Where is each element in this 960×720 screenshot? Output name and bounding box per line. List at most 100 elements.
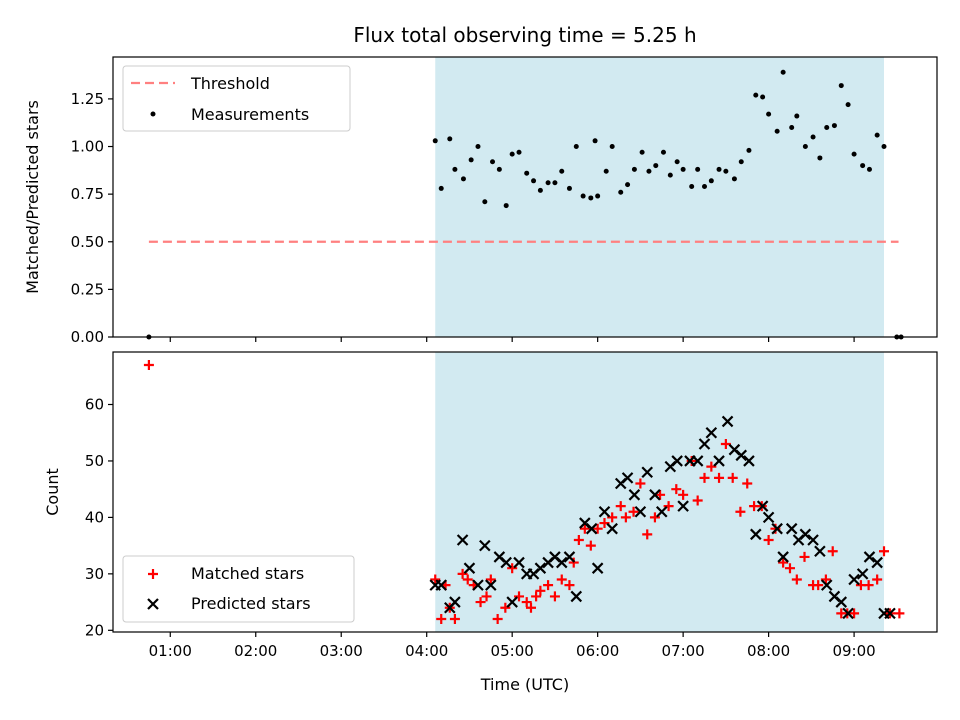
matched-stars-point	[872, 574, 883, 585]
matched-stars-point	[727, 472, 738, 483]
matched-stars-point	[521, 597, 532, 608]
predicted-stars-point	[713, 455, 725, 467]
predicted-stars-point	[628, 489, 641, 501]
top-legend-box	[122, 65, 351, 132]
matched-stars-point	[863, 580, 874, 591]
measurements-point	[674, 159, 680, 165]
matched-stars-point	[607, 512, 618, 523]
top-y-tick-label: 0.75	[71, 185, 104, 203]
predicted-stars-point	[677, 500, 689, 512]
measurements-point	[432, 138, 438, 144]
matched-stars-point	[714, 472, 725, 483]
predicted-stars-point	[771, 522, 783, 535]
matched-stars-point	[615, 501, 626, 512]
measurements-point	[695, 166, 701, 172]
legend-matched-label: Matched stars	[191, 564, 304, 583]
predicted-stars-point	[863, 551, 876, 563]
bottom-legend-box	[122, 555, 355, 623]
predicted-stars-point	[435, 579, 448, 591]
predicted-stars-point	[721, 415, 734, 428]
predicted-stars-point	[884, 607, 896, 620]
matched-stars-point	[481, 591, 492, 602]
predicted-stars-point	[649, 489, 661, 501]
bottom-x-tick-label: 03:00	[320, 642, 363, 660]
top-y-axis-label: Matched/Predicted stars	[23, 100, 42, 294]
predicted-stars-point	[820, 579, 833, 591]
measurements-point	[625, 182, 631, 188]
predicted-stars-point	[555, 556, 568, 569]
measurements-point	[753, 92, 759, 98]
predicted-stars-point	[698, 438, 711, 450]
predicted-stars-point	[506, 596, 518, 608]
matched-stars-point	[507, 563, 518, 574]
predicted-stars-point	[456, 534, 469, 546]
matched-stars-point	[720, 439, 731, 450]
predicted-stars-point	[485, 579, 497, 591]
predicted-stars-point	[534, 562, 547, 574]
top-y-tick-label: 0.50	[71, 233, 104, 251]
bottom-x-tick-label: 02:00	[234, 642, 277, 660]
top-observing-span	[435, 57, 885, 337]
predicted-stars-point	[807, 534, 819, 546]
measurements-point	[881, 144, 887, 150]
bottom-y-axis-label: Count	[43, 468, 62, 516]
predicted-stars-point	[621, 472, 634, 484]
matched-stars-point	[706, 461, 717, 472]
measurements-point	[468, 157, 474, 163]
predicted-stars-point	[634, 505, 647, 518]
matched-stars-point	[475, 597, 486, 608]
matched-stars-point	[556, 574, 567, 585]
measurements-point	[531, 178, 537, 184]
bottom-x-tick-label: 09:00	[832, 642, 875, 660]
matched-stars-point	[430, 574, 441, 585]
top-y-tick-label: 0.00	[71, 328, 104, 346]
predicted-stars-point	[655, 505, 668, 518]
measurements-point	[667, 172, 673, 178]
measurements-point	[588, 195, 594, 201]
predicted-stars-point	[705, 426, 718, 439]
bottom-panel-counts: 20 30 40 50 60 01:00 02:00 03:00 04:00 05:00 06:00…	[85, 351, 938, 660]
matched-stars-point	[599, 518, 610, 529]
x-axis-label: Time (UTC)	[480, 675, 569, 694]
measurements-point	[746, 147, 752, 153]
matched-stars-point	[813, 580, 824, 591]
matched-stars-point	[485, 574, 496, 585]
bottom-y-tick-label: 60	[85, 396, 104, 414]
predicted-stars-point	[513, 556, 525, 569]
predicted-stars-point	[641, 466, 654, 479]
measurements-point	[475, 144, 481, 150]
measurements-point	[566, 185, 572, 191]
measurements-point	[509, 151, 515, 157]
matched-stars-point	[500, 602, 511, 613]
matched-stars-point	[849, 608, 860, 619]
predicted-stars-point	[871, 556, 883, 569]
predicted-stars-point	[842, 607, 854, 620]
measurements-point	[460, 176, 466, 182]
measurements-point	[760, 94, 766, 100]
measurements-point	[490, 159, 496, 165]
matched-stars-point	[655, 489, 666, 500]
predicted-stars-point	[799, 528, 812, 541]
matched-stars-point	[535, 585, 546, 596]
matched-stars-point	[735, 506, 746, 517]
measurements-point	[631, 166, 637, 172]
matched-stars-point	[628, 506, 639, 517]
predicted-stars-point	[762, 511, 775, 524]
chart-title: Flux total observing time = 5.25 h	[353, 23, 696, 47]
matched-stars-point	[525, 602, 536, 613]
predicted-stars-point	[743, 455, 755, 467]
matched-stars-point	[699, 472, 710, 483]
measurements-point	[580, 193, 586, 199]
measurements-point	[653, 163, 659, 169]
measurements-point	[702, 184, 708, 190]
matched-stars-point	[462, 574, 473, 585]
measurements-point	[595, 193, 601, 199]
measurements-point	[559, 168, 565, 174]
top-y-tick-label: 1.25	[71, 90, 104, 108]
matched-stars-point	[514, 591, 525, 602]
predicted-stars-point	[463, 562, 476, 574]
predicted-stars-point	[735, 449, 748, 462]
predicted-stars-point	[598, 505, 611, 518]
predicted-stars-point	[814, 545, 826, 558]
matched-stars-point	[635, 478, 646, 489]
